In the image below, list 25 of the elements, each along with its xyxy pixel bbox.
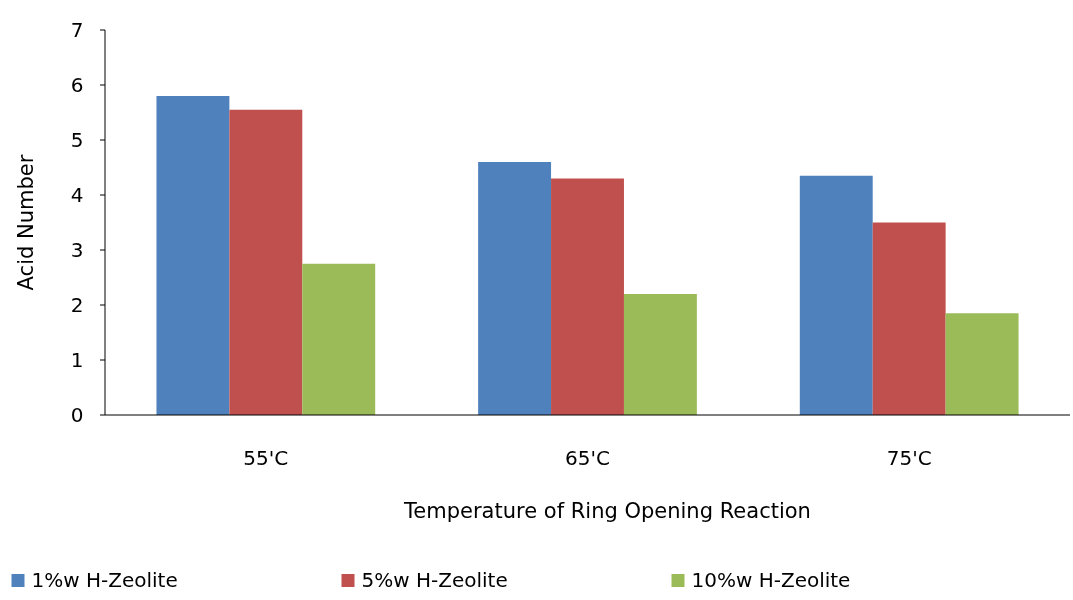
x-tick-label: 75'C — [886, 446, 932, 470]
y-tick-label: 2 — [70, 293, 84, 317]
bar — [872, 222, 946, 415]
bar — [156, 96, 230, 415]
y-tick-label: 5 — [70, 128, 84, 152]
bar — [478, 162, 552, 415]
legend-label: 5%w H-Zeolite — [361, 568, 508, 592]
x-tick-label: 65'C — [565, 446, 610, 470]
y-tick-label: 3 — [70, 238, 84, 262]
x-axis-title: Temperature of Ring Opening Reaction — [403, 499, 811, 523]
legend-label: 1%w H-Zeolite — [31, 568, 178, 592]
y-tick-label: 1 — [70, 348, 84, 372]
y-tick-label: 4 — [70, 183, 84, 207]
y-tick-label: 0 — [70, 403, 84, 427]
bar — [945, 313, 1019, 415]
bar — [623, 294, 697, 415]
legend-label: 10%w H-Zeolite — [691, 568, 851, 592]
x-tick-label: 55'C — [243, 446, 289, 470]
bar — [302, 263, 376, 415]
y-axis-title: Acid Number — [14, 154, 38, 291]
bar — [551, 178, 624, 415]
bar — [229, 109, 303, 415]
y-tick-label: 7 — [70, 18, 84, 42]
bar — [799, 175, 873, 415]
y-tick-label: 6 — [70, 73, 84, 97]
